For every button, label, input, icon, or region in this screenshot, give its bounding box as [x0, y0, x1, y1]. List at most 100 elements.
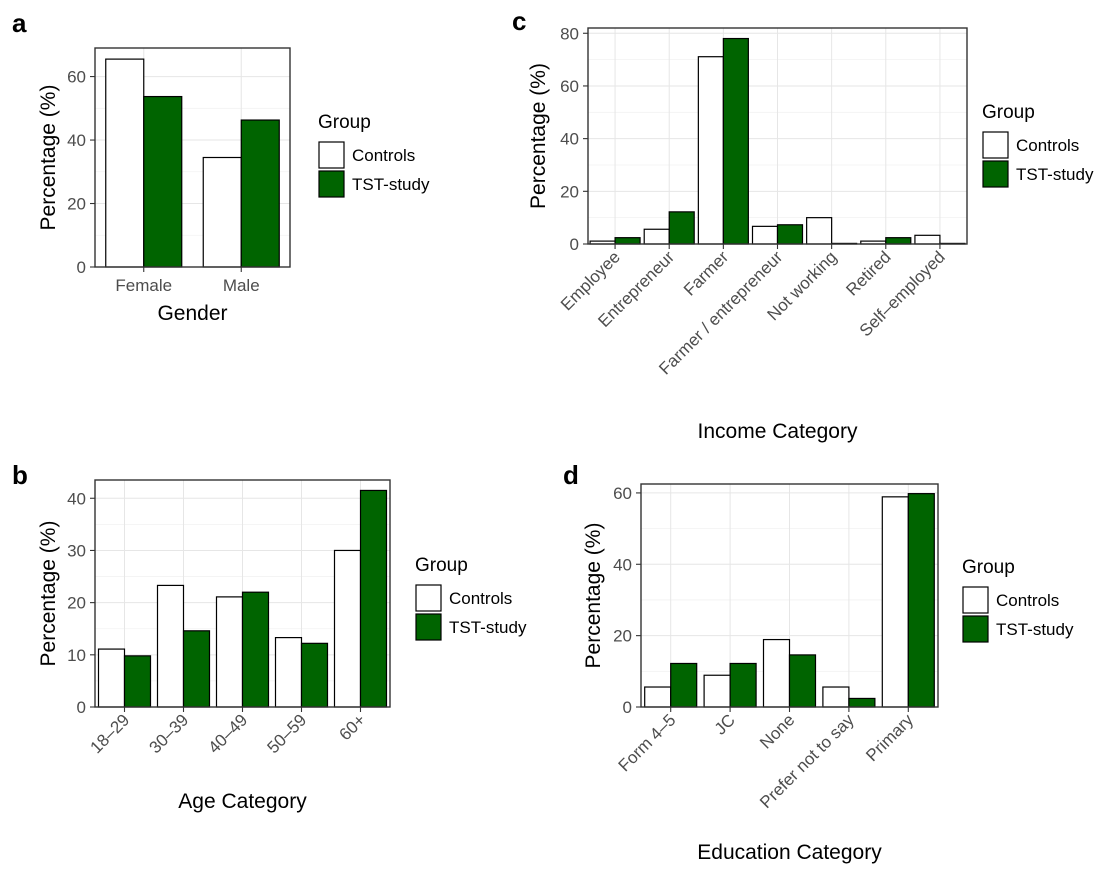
x-axis-title: Gender: [157, 302, 227, 325]
legend-title: Group: [415, 555, 468, 576]
y-tick-label: 40: [67, 131, 86, 150]
y-tick-label: 30: [67, 541, 86, 560]
bar-controls-6: [914, 234, 941, 245]
legend-label: Controls: [449, 589, 512, 608]
x-tick-label: Primary: [862, 710, 917, 765]
y-tick-label: 40: [560, 130, 579, 149]
bar-controls-1: [202, 156, 242, 268]
legend-label: Controls: [996, 591, 1059, 610]
bar-controls-4: [333, 549, 362, 708]
legend: Group Controls TST-study: [415, 555, 527, 641]
legend-label: TST-study: [996, 620, 1074, 639]
x-tick-label: 18–29: [86, 710, 133, 757]
bar-tst-study-2: [788, 654, 817, 708]
bar-tst-study-3: [776, 224, 804, 245]
bar-controls-1: [703, 674, 731, 708]
bar-tst-study-1: [240, 119, 280, 268]
y-tick-label: 60: [613, 484, 632, 503]
y-tick-label: 80: [560, 24, 579, 43]
panel-label: b: [12, 460, 28, 490]
legend-key-controls: [982, 131, 1009, 159]
bar-tst-study-2: [722, 37, 749, 245]
bar-controls-0: [97, 648, 126, 708]
legend-title: Group: [962, 557, 1015, 578]
legend: Group Controls TST-study: [962, 557, 1074, 643]
bar-tst-study-1: [729, 662, 757, 708]
bar-controls-4: [806, 217, 833, 245]
y-tick-label: 60: [67, 68, 86, 87]
legend-key-controls: [962, 586, 989, 614]
x-axis-title: Income Category: [698, 420, 858, 443]
legend-label: TST-study: [352, 175, 430, 194]
bar-tst-study-0: [123, 655, 152, 708]
x-tick-label: Male: [223, 276, 260, 295]
x-tick-label: 30–39: [145, 710, 192, 757]
bar-controls-1: [643, 228, 670, 245]
bar-tst-study-0: [614, 237, 641, 245]
y-axis-title: Percentage (%): [37, 521, 60, 667]
x-tick-label: Farmer: [680, 247, 732, 299]
x-axis-title: Education Category: [697, 841, 882, 864]
panel-label: d: [563, 460, 579, 490]
bar-tst-study-0: [143, 95, 183, 268]
panel-a: 0 20 40 60 Female Male Gender Percentage (%) a Gr…: [12, 8, 430, 325]
bar-tst-study-4: [907, 493, 935, 708]
panel-b: 0 10 20 30 40 18–29 30–39 40–49 50–59 60+ Age Cate…: [12, 460, 527, 813]
bar-tst-study-3: [300, 642, 329, 708]
legend-title: Group: [982, 102, 1035, 123]
y-tick-label: 20: [560, 182, 579, 201]
legend-key-tst-study: [962, 615, 989, 643]
y-tick-label: 60: [560, 77, 579, 96]
bar-controls-2: [215, 596, 244, 708]
bar-controls-0: [105, 58, 145, 268]
y-tick-label: 0: [77, 698, 86, 717]
legend-key-tst-study: [415, 613, 442, 641]
x-tick-label: JC: [711, 710, 739, 738]
bar-controls-3: [822, 686, 850, 708]
y-axis-title: Percentage (%): [37, 85, 60, 231]
x-tick-label: 60+: [335, 710, 369, 744]
legend: Group Controls TST-study: [982, 102, 1094, 188]
y-tick-label: 40: [613, 555, 632, 574]
bar-controls-3: [751, 225, 779, 245]
legend-title: Group: [318, 112, 371, 133]
bar-tst-study-2: [241, 591, 270, 708]
bar-controls-4: [881, 496, 909, 708]
legend-label: Controls: [352, 146, 415, 165]
bar-tst-study-1: [668, 211, 695, 245]
x-tick-label: Retired: [842, 247, 894, 299]
y-tick-label: 20: [613, 627, 632, 646]
y-tick-label: 20: [67, 195, 86, 214]
y-tick-label: 0: [570, 235, 579, 254]
bar-controls-0: [644, 686, 672, 708]
legend: Group Controls TST-study: [318, 112, 430, 198]
y-axis-title: Percentage (%): [582, 523, 605, 669]
legend-label: TST-study: [1016, 165, 1094, 184]
y-tick-label: 0: [77, 258, 86, 277]
x-axis-title: Age Category: [178, 790, 307, 813]
y-axis-title: Percentage (%): [527, 63, 550, 209]
y-tick-label: 40: [67, 489, 86, 508]
bar-tst-study-3: [848, 697, 876, 708]
x-tick-label: 40–49: [204, 710, 251, 757]
bar-tst-study-0: [670, 662, 698, 708]
legend-key-controls: [318, 141, 345, 169]
x-tick-label: None: [756, 710, 798, 752]
x-tick-label: 50–59: [263, 710, 310, 757]
legend-label: Controls: [1016, 136, 1079, 155]
y-tick-label: 10: [67, 646, 86, 665]
bar-controls-2: [697, 56, 724, 245]
panel-label: c: [512, 6, 526, 36]
x-tick-label: Female: [115, 276, 172, 295]
bar-tst-study-4: [359, 489, 388, 708]
legend-label: TST-study: [449, 618, 527, 637]
bar-tst-study-5: [885, 237, 912, 245]
legend-key-tst-study: [982, 160, 1009, 188]
bar-tst-study-1: [182, 630, 211, 708]
panel-border: [94, 47, 291, 268]
y-tick-label: 0: [623, 698, 632, 717]
panel-label: a: [12, 8, 27, 38]
